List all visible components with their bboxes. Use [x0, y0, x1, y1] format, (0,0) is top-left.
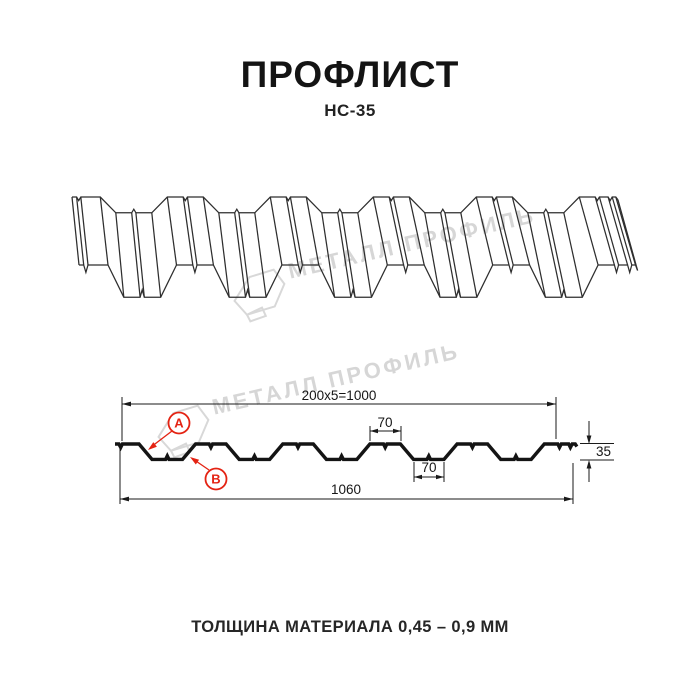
callout-b-letter: B [211, 472, 220, 487]
dimension-arrowheads [120, 401, 592, 502]
page-title: ПРОФЛИСТ [240, 54, 460, 95]
callout-a-circle [167, 411, 191, 435]
page-subtitle: НС-35 [324, 101, 376, 120]
thickness-note: ТОЛЩИНА МАТЕРИАЛА 0,45 – 0,9 ММ [191, 618, 509, 636]
callout-a-letter: A [174, 416, 184, 431]
callout-b-circle [204, 467, 228, 491]
cross-section-profile [115, 442, 579, 462]
dim-trough-width-label: 70 [421, 460, 437, 475]
dim-crest-width-label: 70 [377, 415, 393, 430]
callout-b: B [190, 457, 228, 491]
dim-height-label: 35 [596, 444, 612, 459]
profile-3d-drawing [71, 196, 639, 298]
callout-a: A [148, 411, 191, 450]
dim-working-width-label: 200x5=1000 [301, 388, 377, 403]
dim-overall-width-label: 1060 [330, 482, 362, 497]
